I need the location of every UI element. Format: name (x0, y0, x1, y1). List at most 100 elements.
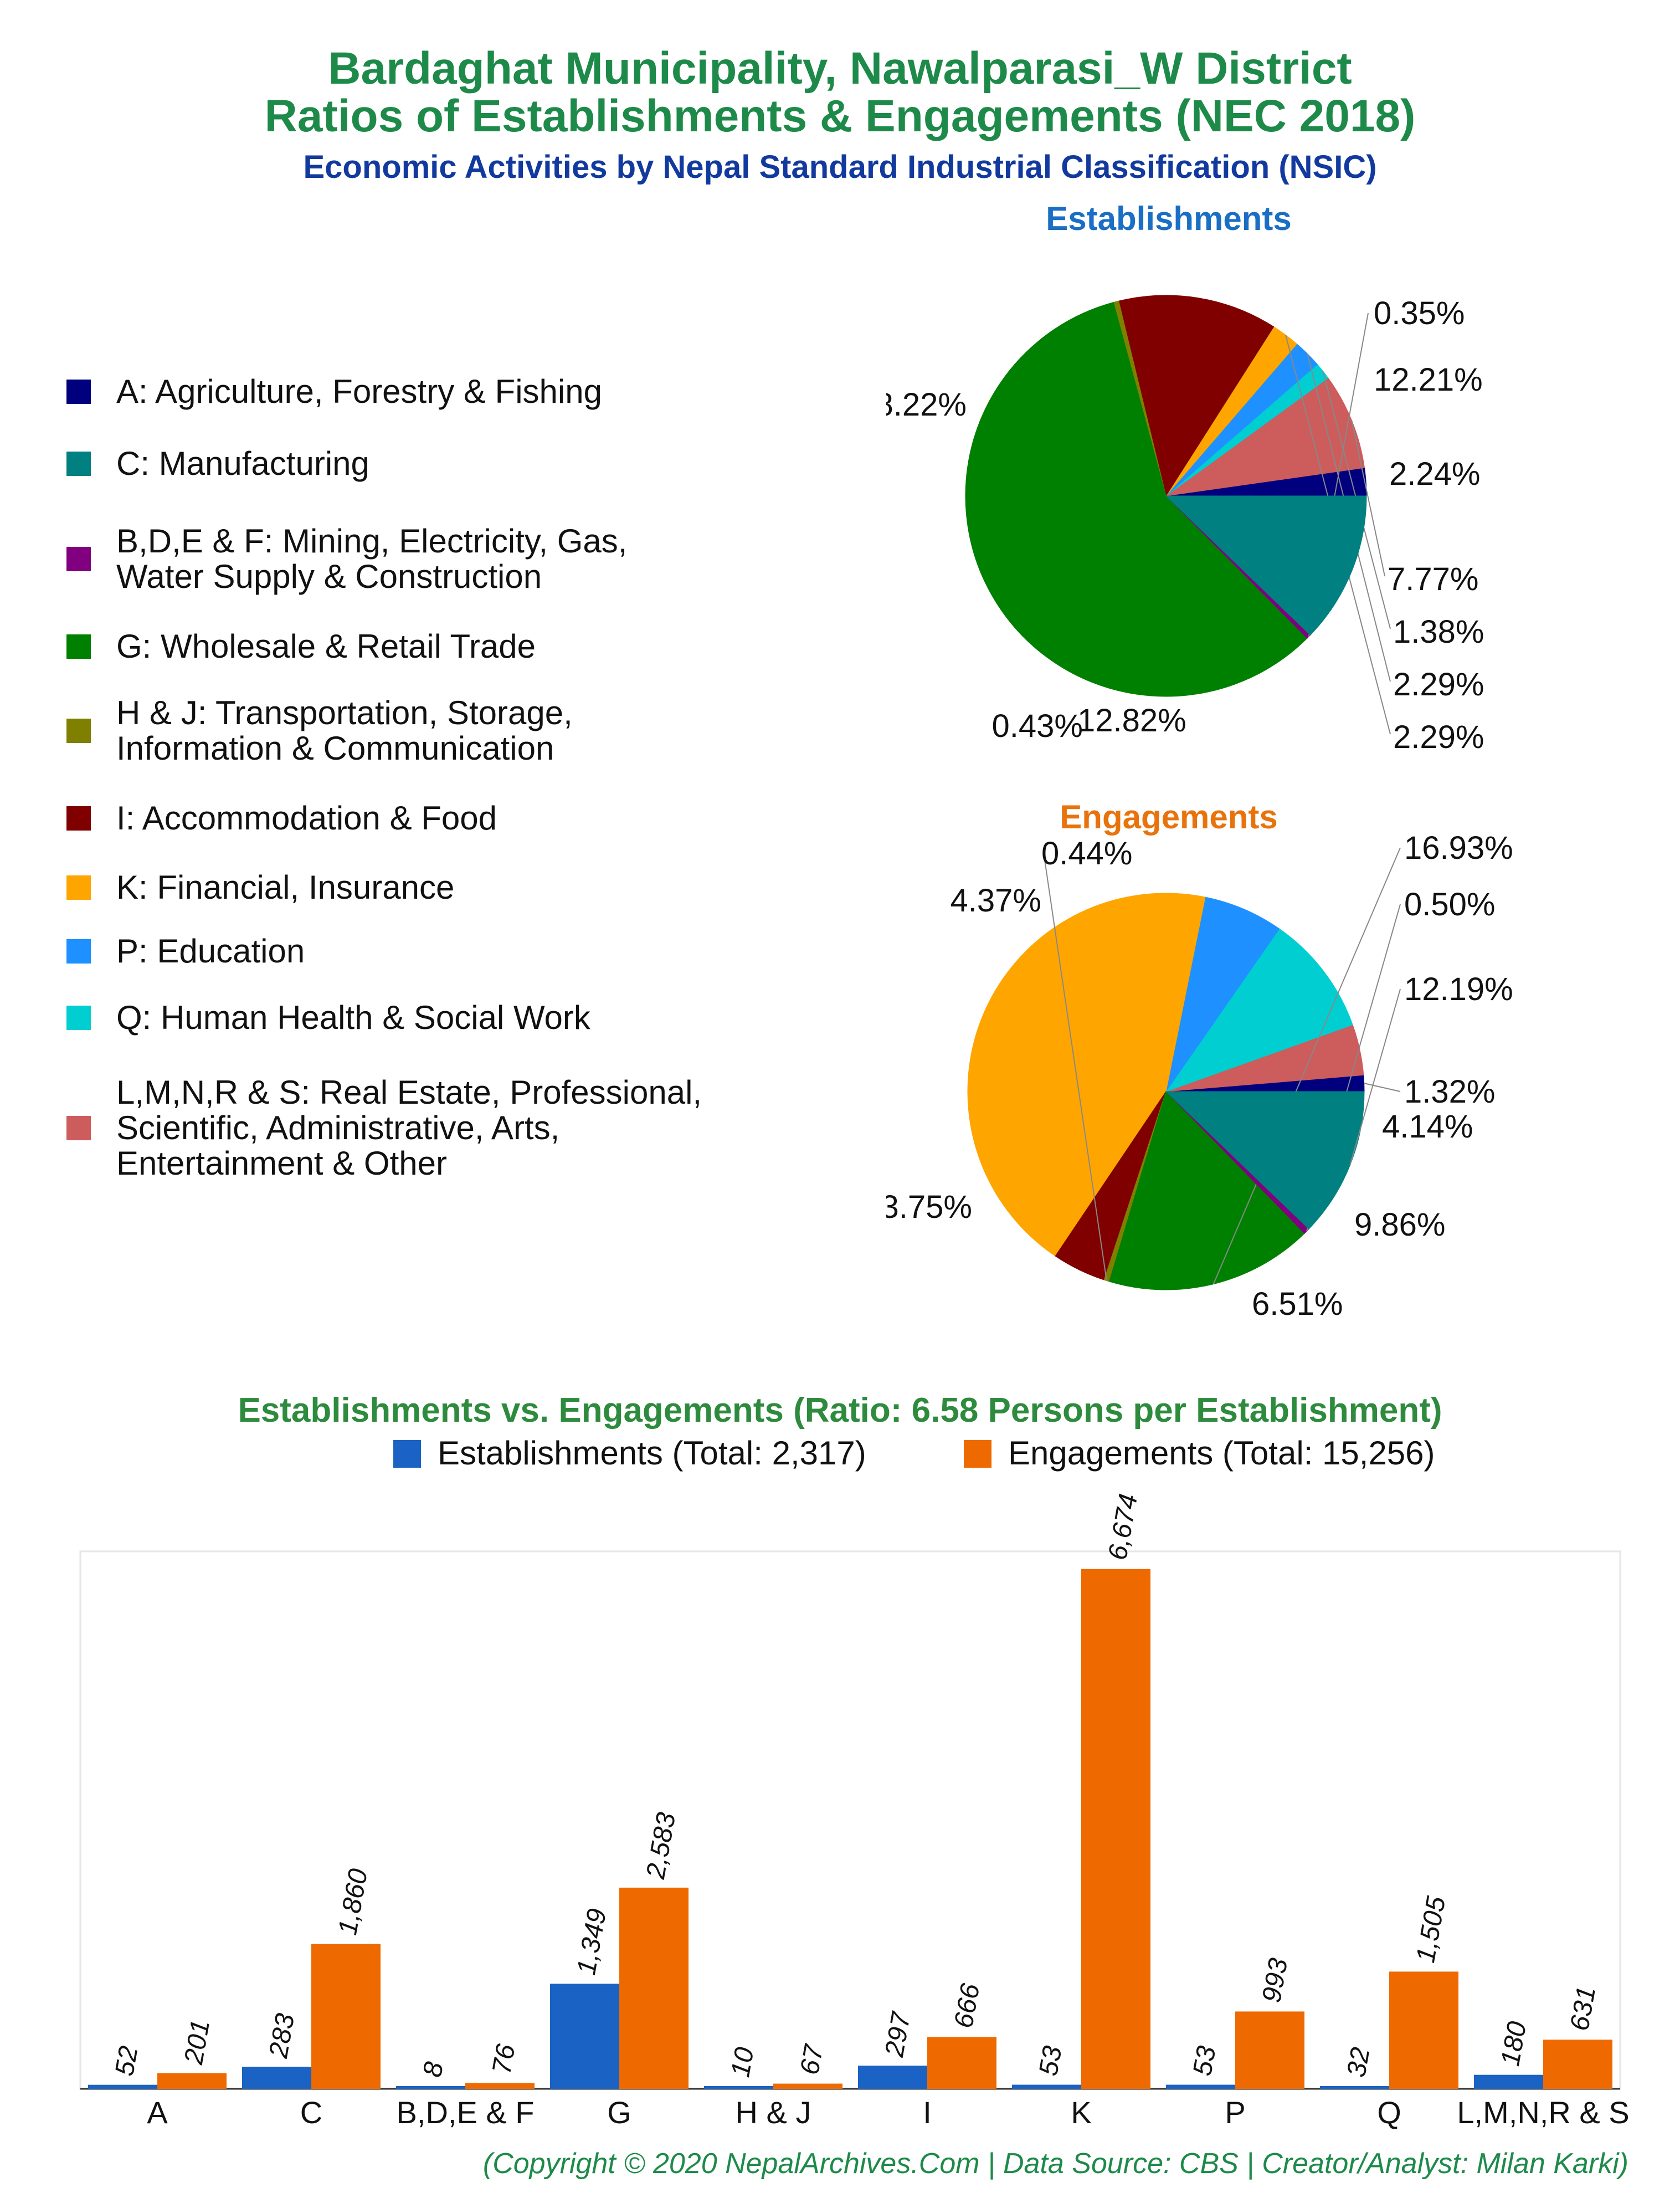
x-tick-label: A (147, 2095, 168, 2130)
engagements-pie-chart: 1.32%4.14% 9.86% 6.51% 43.75% 4.37%0.44% 16.9… (886, 830, 1513, 1322)
pie-slice-label: 2.29% (1393, 667, 1484, 703)
bar-value-label: 32 (1342, 2045, 1375, 2079)
bar-value-label: 631 (1565, 1984, 1601, 2033)
pie-slice-label: 0.44% (1041, 836, 1132, 872)
bar-value-label: 1,349 (572, 1907, 612, 1977)
pie-slice (965, 302, 1308, 697)
engagement-bar (927, 2037, 996, 2089)
pie-slice-label: 2.24% (1389, 456, 1480, 492)
bar-value-label: 283 (264, 2011, 300, 2061)
bar-legend-label: Establishments (Total: 2,317) (438, 1434, 866, 1472)
x-tick-label: G (607, 2095, 631, 2130)
x-tick-label: C (300, 2095, 322, 2130)
legend-label: H & J: Transportation, Storage, Informat… (116, 694, 573, 767)
footer-credit: (Copyright © 2020 NepalArchives.Com | Da… (482, 2148, 1628, 2180)
bar-chart: Establishments (Total: 2,317) Engagements… (79, 1434, 1630, 2130)
pie-slice (1118, 295, 1275, 497)
x-tick-label: L,M,N,R & S (1457, 2095, 1629, 2130)
bar-value-label: 10 (726, 2045, 760, 2079)
legend-label: P: Education (116, 932, 305, 970)
bar-value-label: 76 (487, 2042, 521, 2076)
establishments-pie-chart: 2.24% 7.77% 1.38% 2.29% 2.29% 12.82%0.43% 58.2… (886, 295, 1484, 755)
pie-slice-label: 0.43% (992, 708, 1083, 744)
legend-label: Q: Human Health & Social Work (116, 999, 590, 1036)
pie-leader-line (1213, 847, 1401, 1284)
x-tick-label: H & J (736, 2095, 811, 2130)
legend-swatch (66, 939, 91, 964)
pie-slice-label: 9.86% (1354, 1207, 1445, 1243)
bar-legend-swatch (393, 1440, 421, 1468)
engagement-bar (157, 2073, 227, 2089)
legend-label: G: Wholesale & Retail Trade (116, 628, 536, 665)
pie-slice-label: 12.21% (1374, 362, 1483, 398)
establishment-bar (88, 2084, 157, 2089)
pie-leader-line (1364, 1083, 1401, 1092)
establishment-bar (396, 2086, 465, 2089)
bar-value-label: 993 (1257, 1956, 1293, 2005)
engagement-bar (619, 1887, 689, 2089)
x-tick-label: K (1071, 2095, 1091, 2130)
legend-swatch (66, 634, 91, 659)
legend-swatch (66, 452, 91, 476)
engagement-bar (1543, 2040, 1612, 2089)
pie-slice (967, 893, 1206, 1257)
pie-slice (1165, 896, 1280, 1092)
pie-leader-line (1351, 420, 1385, 577)
legend-swatch (66, 380, 91, 404)
engagement-bar (1389, 1971, 1458, 2089)
bar-value-label: 180 (1496, 2019, 1532, 2068)
bar-value-label: 53 (1034, 2043, 1068, 2078)
bar-legend-swatch (964, 1440, 991, 1468)
bar-value-label: 2,583 (641, 1810, 681, 1882)
legend-label: A: Agriculture, Forestry & Fishing (116, 373, 602, 410)
pie-leader-line (1349, 988, 1401, 1166)
legend-label: K: Financial, Insurance (116, 869, 455, 906)
legend-swatch (66, 719, 91, 743)
pie-slice-label: 0.35% (1374, 295, 1465, 331)
legend-label: I: Accommodation & Food (116, 800, 497, 837)
establishment-bar (242, 2067, 311, 2089)
legend-swatch (66, 1116, 91, 1140)
bar-value-label: 666 (949, 1981, 985, 2030)
establishment-bar (550, 1984, 619, 2089)
bar-value-label: 8 (418, 2059, 449, 2079)
pie1-title: Establishments (1046, 200, 1292, 237)
pie-slice-label: 12.19% (1404, 971, 1513, 1007)
engagement-bar (1235, 2011, 1304, 2089)
establishment-bar (1320, 2086, 1389, 2089)
establishment-bar (704, 2086, 773, 2089)
pie-leader-line (1044, 855, 1107, 1281)
x-tick-label: I (923, 2095, 932, 2130)
subtitle: Economic Activities by Nepal Standard In… (303, 149, 1377, 185)
bar-value-label: 1,860 (333, 1867, 373, 1938)
pie-slice (1165, 495, 1367, 636)
pie-slice-label: 16.93% (1404, 830, 1513, 866)
legend-label: B,D,E & F: Mining, Electricity, Gas, Wat… (116, 522, 628, 595)
engagement-bar (311, 1944, 381, 2089)
pie-slice-label: 4.14% (1382, 1109, 1473, 1145)
pie-slice-label: 6.51% (1252, 1286, 1343, 1322)
pie2-title: Engagements (1060, 798, 1278, 836)
bar-value-label: 67 (795, 2041, 829, 2077)
bar-legend-label: Engagements (Total: 15,256) (1008, 1434, 1435, 1472)
engagement-bar (1081, 1569, 1150, 2089)
bar-value-label: 53 (1188, 2043, 1222, 2078)
pie-slice-label: 43.75% (886, 1189, 972, 1225)
x-tick-label: P (1225, 2095, 1245, 2130)
legend-swatch (66, 875, 91, 900)
pie-slice-label: 4.37% (951, 883, 1041, 919)
legend-swatch (66, 806, 91, 831)
bar-value-label: 1,505 (1411, 1894, 1451, 1965)
x-tick-label: B,D,E & F (397, 2095, 535, 2130)
title-line1: Bardaghat Municipality, Nawalparasi_W Di… (328, 43, 1352, 94)
pie-slice-label: 2.29% (1393, 719, 1484, 755)
pie-slice-label: 58.22% (886, 387, 967, 423)
legend-label: C: Manufacturing (116, 445, 369, 482)
bar-value-label: 297 (880, 2009, 917, 2059)
legend-label: L,M,N,R & S: Real Estate, Professional, … (116, 1074, 702, 1182)
pie-slice-label: 12.82% (1077, 703, 1186, 739)
establishment-bar (1166, 2084, 1235, 2089)
pie-slice-label: 1.38% (1393, 614, 1484, 650)
engagement-bar (465, 2083, 535, 2089)
establishment-bar (1012, 2084, 1081, 2089)
